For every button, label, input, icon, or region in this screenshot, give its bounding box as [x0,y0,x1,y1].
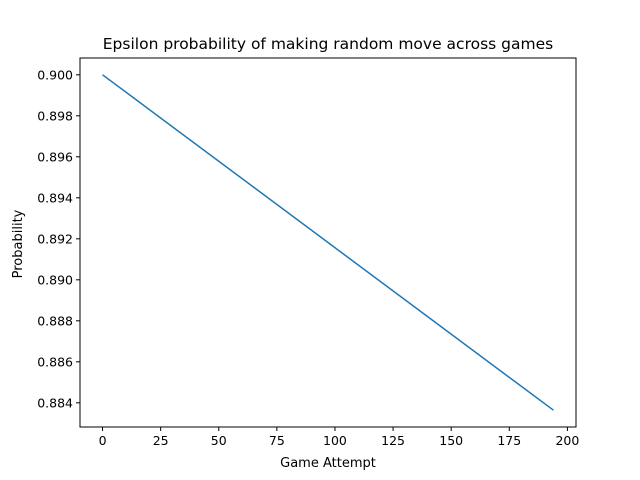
y-tick-label: 0.884 [37,395,73,410]
x-tick-label: 25 [153,433,169,448]
x-tick-label: 125 [381,433,405,448]
y-tick-label: 0.898 [37,108,73,123]
y-axis: 0.884 0.886 0.888 0.890 0.892 0.894 0.896 0.898… [37,67,80,410]
y-tick-label: 0.896 [37,149,73,164]
x-axis: 0 25 50 75 100 125 150 175 200 [99,427,579,448]
plot-area [79,57,577,428]
y-tick-label: 0.894 [37,190,73,205]
x-tick-label: 100 [323,433,347,448]
x-tick-label: 200 [555,433,579,448]
y-tick-label: 0.900 [37,67,73,82]
y-tick-label: 0.888 [37,313,73,328]
x-tick-label: 50 [211,433,227,448]
x-tick-label: 75 [269,433,285,448]
x-tick-label: 150 [439,433,463,448]
y-tick-label: 0.892 [37,231,73,246]
series-layer [102,74,554,411]
y-tick-label: 0.886 [37,354,73,369]
series-line-0 [102,74,554,411]
plot-frame [79,57,577,428]
chart-title: Epsilon probability of making random mov… [103,35,553,53]
y-axis-label: Probability [11,209,26,278]
x-axis-label: Game Attempt [280,456,376,471]
y-tick-label: 0.890 [37,272,73,287]
x-tick-label: 175 [497,433,521,448]
x-tick-label: 0 [99,433,107,448]
